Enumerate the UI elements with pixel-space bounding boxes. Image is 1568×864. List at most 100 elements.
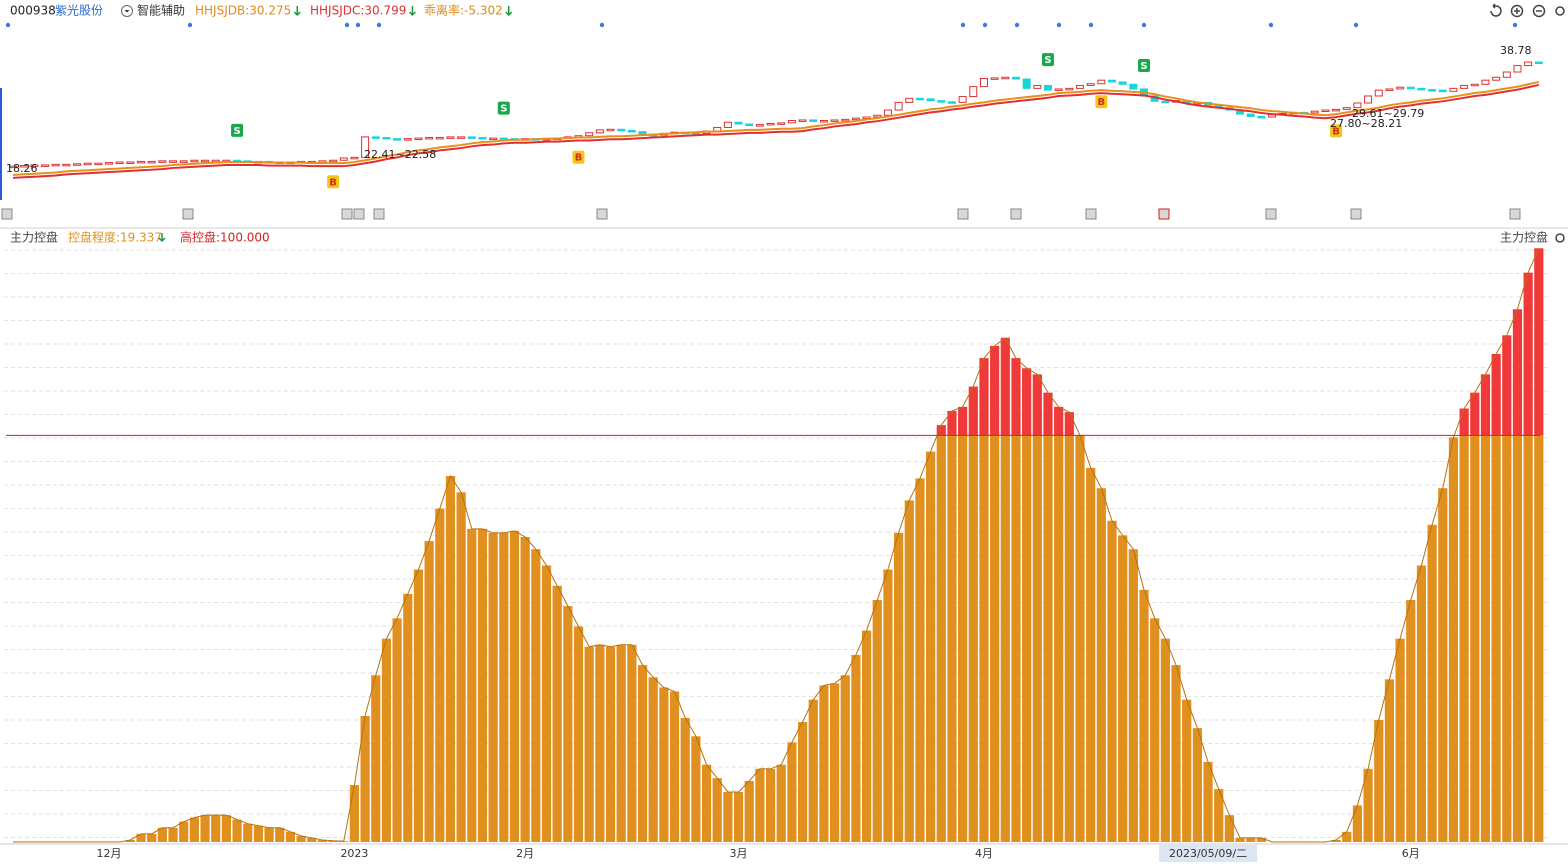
candle bbox=[158, 160, 167, 163]
bar bbox=[648, 677, 658, 842]
bar bbox=[552, 585, 562, 842]
candle bbox=[1310, 110, 1319, 114]
bar bbox=[520, 537, 530, 842]
bar bbox=[1107, 520, 1117, 842]
refresh-icon[interactable] bbox=[1490, 3, 1502, 17]
candle bbox=[1481, 79, 1490, 85]
bar bbox=[862, 630, 872, 842]
bar bbox=[1448, 437, 1459, 842]
candle bbox=[841, 118, 850, 122]
bar bbox=[1086, 467, 1096, 842]
assist-label[interactable]: 智能辅助 bbox=[137, 3, 185, 18]
bar bbox=[1192, 728, 1202, 842]
signal-label: B bbox=[1332, 126, 1340, 137]
zoom-out-icon[interactable] bbox=[1532, 4, 1546, 18]
candle bbox=[1001, 76, 1010, 80]
bar bbox=[958, 435, 968, 842]
degree-label: 控盘程度:19.337 bbox=[68, 230, 162, 245]
candle bbox=[1396, 86, 1405, 90]
bar bbox=[392, 618, 402, 842]
candle bbox=[1406, 86, 1415, 90]
bar bbox=[776, 764, 786, 842]
bar bbox=[1096, 488, 1106, 842]
bar bbox=[1491, 435, 1501, 842]
candle bbox=[446, 136, 455, 139]
bar bbox=[968, 435, 978, 842]
bar bbox=[456, 492, 466, 842]
candle bbox=[1460, 84, 1469, 89]
stock-name[interactable]: 紫光股份 bbox=[55, 4, 103, 18]
bar bbox=[147, 833, 157, 842]
candle bbox=[457, 136, 466, 139]
bar bbox=[1512, 435, 1523, 842]
bar bbox=[1502, 435, 1512, 842]
bar bbox=[573, 626, 584, 842]
bar bbox=[1384, 679, 1395, 842]
candle bbox=[1033, 84, 1042, 89]
bar-above-threshold bbox=[979, 358, 989, 436]
bar bbox=[264, 827, 274, 842]
bar-above-threshold bbox=[1534, 248, 1544, 436]
bar bbox=[765, 768, 776, 842]
candle bbox=[606, 128, 615, 132]
x-tick-label: 2023 bbox=[340, 847, 368, 860]
candle bbox=[1524, 61, 1533, 67]
bar bbox=[1331, 839, 1341, 842]
candle bbox=[1097, 79, 1106, 85]
bar bbox=[381, 638, 392, 842]
bar bbox=[733, 791, 744, 842]
bar bbox=[563, 606, 573, 842]
bar bbox=[894, 532, 904, 842]
candle bbox=[1502, 71, 1511, 78]
signal-dots bbox=[5, 22, 1518, 28]
signal-label: S bbox=[1140, 61, 1147, 72]
bar bbox=[1022, 435, 1032, 842]
candle bbox=[1438, 89, 1447, 93]
candle bbox=[1385, 88, 1394, 91]
candle bbox=[1534, 61, 1543, 65]
bar bbox=[1406, 600, 1416, 842]
bar bbox=[990, 435, 1000, 842]
signal-badge bbox=[231, 123, 244, 137]
candle bbox=[30, 164, 39, 167]
bar bbox=[808, 699, 818, 842]
bar bbox=[1139, 589, 1149, 842]
bar bbox=[1256, 837, 1266, 842]
bar bbox=[904, 500, 914, 842]
candle bbox=[339, 157, 348, 161]
bar bbox=[1534, 435, 1544, 842]
bar bbox=[360, 715, 370, 842]
bar bbox=[829, 683, 840, 842]
bar bbox=[1075, 435, 1085, 842]
candle bbox=[361, 136, 370, 158]
bar bbox=[477, 528, 488, 842]
bar bbox=[467, 528, 477, 842]
panel-title-right: 主力控盘 bbox=[1500, 230, 1548, 245]
bar bbox=[1395, 638, 1405, 842]
bar bbox=[691, 736, 701, 842]
bar bbox=[1054, 435, 1064, 842]
assist-toggle[interactable] bbox=[121, 5, 133, 17]
candle bbox=[873, 114, 882, 118]
candle bbox=[734, 121, 743, 125]
signal-badge bbox=[1138, 58, 1151, 72]
candle bbox=[1065, 87, 1074, 91]
indicator-label: HHJSJDB:30.275 bbox=[195, 4, 291, 18]
bar bbox=[531, 549, 541, 842]
bar bbox=[669, 691, 680, 842]
bar-above-threshold bbox=[1011, 358, 1021, 436]
panel-settings[interactable] bbox=[1555, 233, 1565, 243]
candle bbox=[329, 159, 338, 163]
bar-above-threshold bbox=[1470, 392, 1480, 436]
bar bbox=[1203, 761, 1213, 842]
bar bbox=[296, 835, 306, 842]
signal-label: S bbox=[233, 126, 240, 137]
bar-outline bbox=[13, 248, 1540, 843]
grid bbox=[4, 249, 1548, 838]
candle bbox=[350, 156, 359, 160]
settings-icon[interactable] bbox=[1555, 6, 1565, 16]
candle bbox=[137, 160, 146, 164]
zoom-in-icon[interactable] bbox=[1510, 4, 1524, 18]
